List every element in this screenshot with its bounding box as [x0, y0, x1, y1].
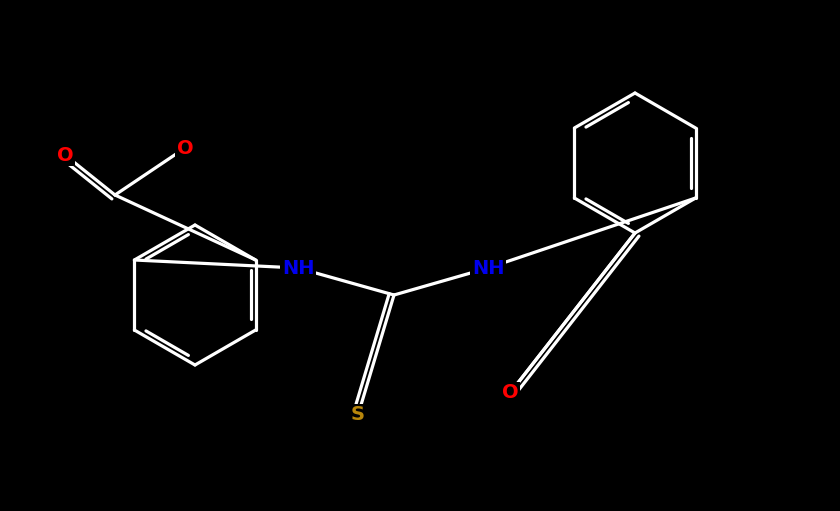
- Text: NH: NH: [281, 259, 314, 277]
- Text: O: O: [56, 146, 73, 165]
- Text: O: O: [176, 138, 193, 157]
- Text: NH: NH: [472, 259, 504, 277]
- Text: S: S: [351, 406, 365, 425]
- Text: O: O: [501, 383, 518, 403]
